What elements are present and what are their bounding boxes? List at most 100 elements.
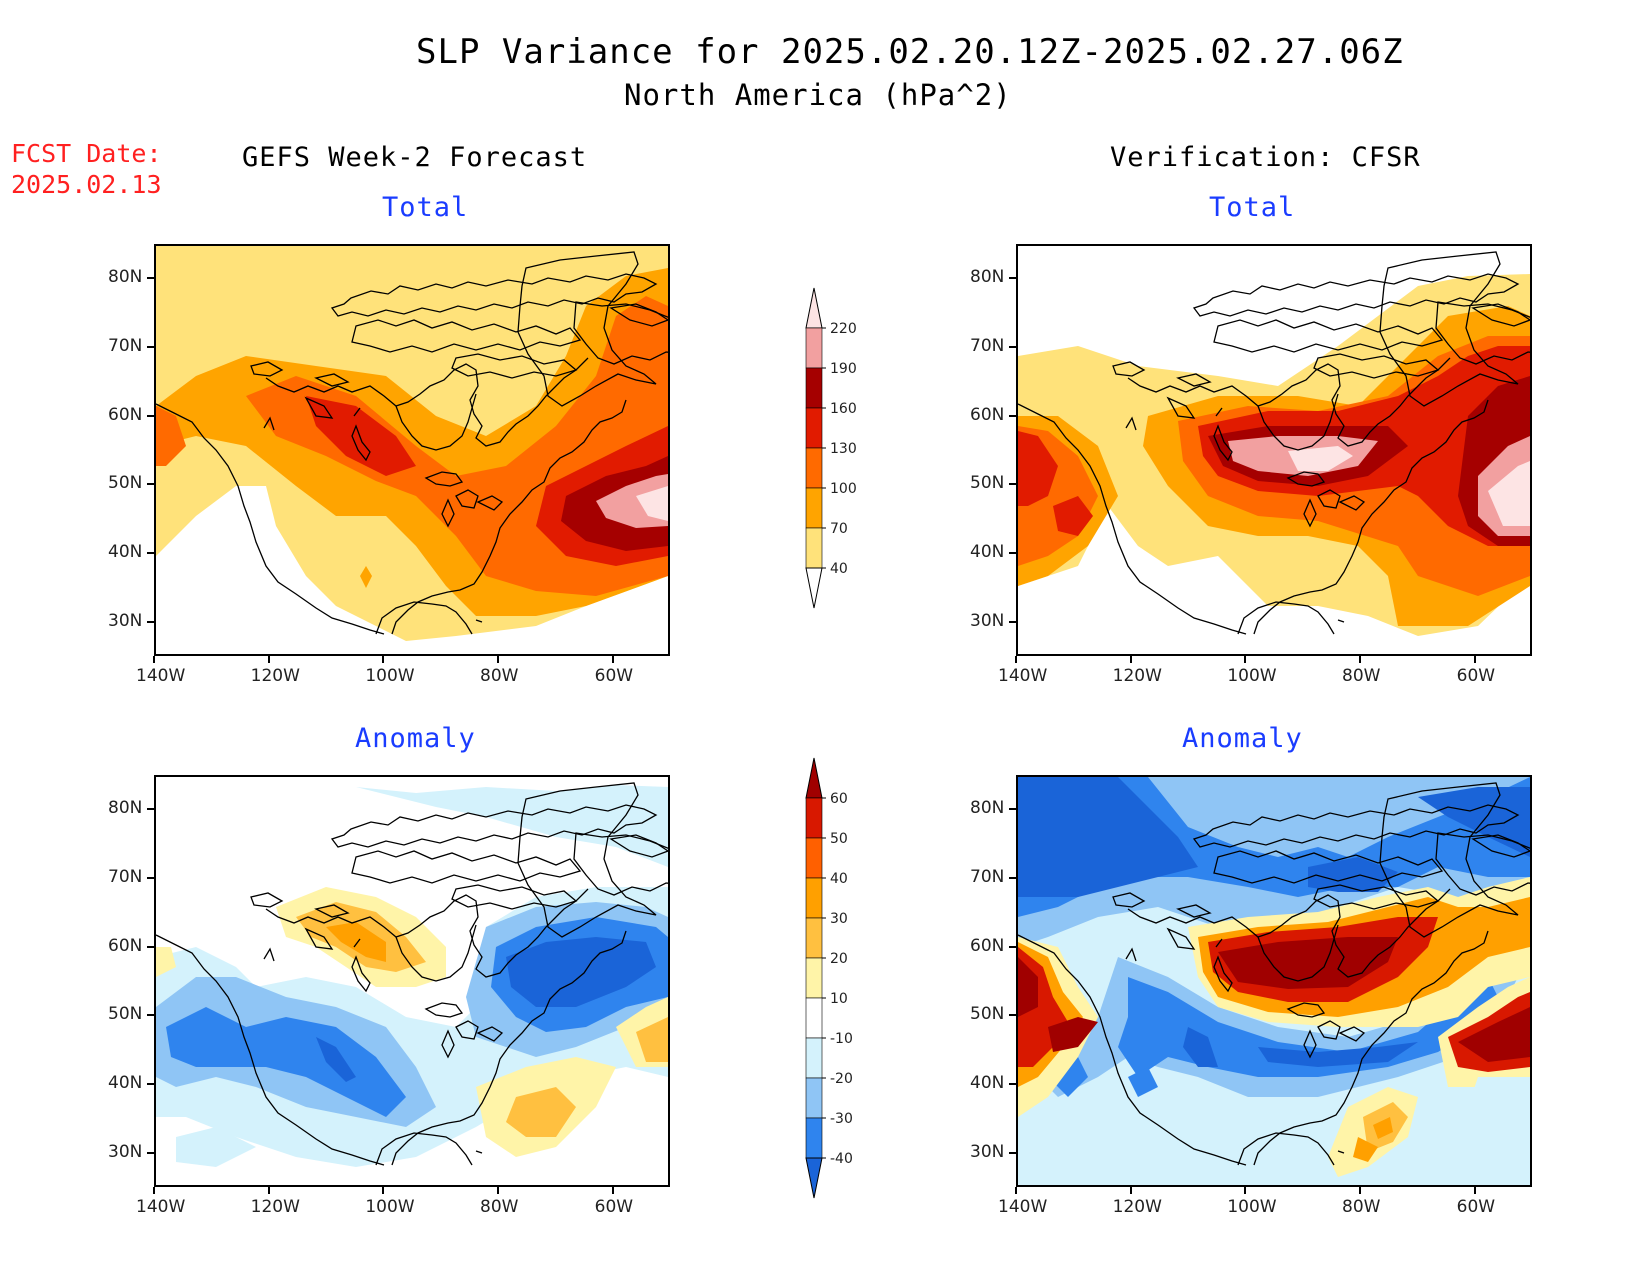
lon-tick (153, 1187, 155, 1194)
lat-tick (1009, 808, 1016, 811)
colorbar-total-bin (805, 367, 823, 409)
colorbar-total-bin (805, 407, 823, 449)
lon-tick-label: 140W (136, 666, 186, 686)
colorbar-total-label: 40 (830, 561, 848, 577)
lon-tick (497, 656, 499, 663)
lat-tick-label: 80N (108, 798, 143, 819)
lon-tick-label: 60W (594, 1197, 634, 1217)
lon-tick-label: 80W (480, 1197, 519, 1217)
lat-tick-label: 60N (108, 404, 143, 425)
lat-tick-label: 40N (108, 1073, 143, 1093)
lon-tick-label: 100W (365, 1197, 415, 1217)
lat-tick (1009, 346, 1016, 348)
lon-tick-label: 120W (250, 666, 300, 686)
lat-tick-label: 60N (970, 935, 1005, 956)
lon-tick-label: 60W (1456, 666, 1496, 686)
colorbar-anomaly-bin (805, 917, 823, 959)
fcst-date: 2025.02.13 (11, 170, 162, 199)
lat-tick (147, 1151, 154, 1154)
colorbar-anomaly-bin (805, 1037, 823, 1079)
colorbar-anomaly-label: 60 (830, 791, 848, 807)
colorbar-anomaly-label: 20 (830, 951, 848, 967)
lat-tick (1009, 1151, 1016, 1154)
lon-tick-label: 140W (998, 1197, 1048, 1217)
lon-tick (1015, 1187, 1017, 1194)
lat-tick-label: 80N (970, 267, 1005, 288)
lon-tick-label: 120W (1112, 1197, 1162, 1217)
lon-tick-label: 80W (1342, 1197, 1381, 1217)
colorbar-anomaly-bottom-triangle (805, 1157, 823, 1199)
lat-tick (1009, 877, 1016, 879)
figure-subtitle: North America (hPa^2) (624, 78, 1012, 112)
lat-tick-label: 50N (970, 1004, 1005, 1025)
lat-tick-label: 30N (970, 1141, 1005, 1162)
lat-tick-label: 70N (108, 336, 143, 356)
lon-tick (1129, 1187, 1132, 1194)
colorbar-anomaly-bin (805, 1117, 823, 1159)
colorbar-total-bin (805, 447, 823, 489)
lat-tick (147, 1083, 154, 1085)
colorbar-total-top-triangle (805, 287, 823, 329)
lat-tick-label: 70N (970, 336, 1005, 356)
colorbar-total-label: 160 (830, 401, 857, 417)
lat-tick-label: 60N (108, 935, 143, 956)
lon-tick-label: 100W (1227, 1197, 1277, 1217)
lat-tick-label: 70N (108, 867, 143, 887)
lat-tick-label: 30N (108, 610, 143, 631)
lat-tick (147, 346, 154, 348)
lat-tick (1009, 277, 1016, 280)
lon-tick-label: 80W (480, 666, 519, 686)
colorbar-total-label: 100 (830, 481, 857, 497)
colorbar-anomaly-label: 50 (830, 831, 848, 847)
map-panel-cfsr-total (1016, 244, 1532, 656)
lat-tick (147, 877, 154, 879)
lon-tick (497, 1187, 499, 1194)
colorbar-anomaly-label: 10 (830, 991, 848, 1007)
lat-tick (147, 1014, 154, 1017)
map-panel-gefs-total (154, 244, 670, 656)
lon-tick-label: 100W (1227, 666, 1277, 686)
lon-tick-label: 60W (594, 666, 634, 686)
lon-tick (1473, 656, 1476, 663)
colorbar-total-bin (805, 327, 823, 369)
lon-tick (1473, 1187, 1476, 1194)
lat-tick-label: 40N (970, 542, 1005, 562)
fcst-label: FCST Date: (11, 139, 162, 168)
colorbar-total: 40 70 100 130 160 190 220 (805, 287, 857, 609)
lon-tick (153, 656, 155, 663)
panel-title-total-right: Total (1209, 192, 1296, 223)
lat-tick-label: 60N (970, 404, 1005, 425)
lon-tick (1129, 656, 1132, 663)
lon-tick-label: 140W (136, 1197, 186, 1217)
panel-title-anomaly-left: Anomaly (355, 723, 476, 754)
lat-tick (1009, 1083, 1016, 1085)
lon-tick (267, 656, 270, 663)
lon-tick (1359, 1187, 1361, 1194)
lon-tick (1244, 656, 1247, 663)
lon-tick (1015, 656, 1017, 663)
colorbar-total-bin (805, 527, 823, 569)
colorbar-total-label: 130 (830, 441, 857, 457)
map-panel-gefs-anomaly (154, 775, 670, 1187)
lat-tick (147, 945, 154, 948)
colorbar-anomaly-bin (805, 1077, 823, 1119)
lon-tick (267, 1187, 270, 1194)
lat-tick (147, 620, 154, 623)
lat-tick (1009, 620, 1016, 623)
colorbar-anomaly-bin (805, 837, 823, 879)
lat-tick-label: 50N (108, 1004, 143, 1025)
lon-tick-label: 140W (998, 666, 1048, 686)
lat-tick-label: 80N (970, 798, 1005, 819)
colorbar-total-label: 220 (830, 321, 857, 337)
colorbar-anomaly-bin (805, 797, 823, 839)
map-panel-cfsr-anomaly (1016, 775, 1532, 1187)
figure-title: SLP Variance for 2025.02.20.12Z-2025.02.… (416, 32, 1404, 72)
lon-tick (382, 656, 385, 663)
lat-tick (1009, 483, 1016, 486)
lat-tick-label: 70N (970, 867, 1005, 887)
lat-tick (147, 277, 154, 280)
colorbar-anomaly-label: -10 (830, 1031, 853, 1047)
colorbar-anomaly-label: 40 (830, 871, 848, 887)
lon-tick-label: 80W (1342, 666, 1381, 686)
panel-title-anomaly-right: Anomaly (1182, 723, 1303, 754)
